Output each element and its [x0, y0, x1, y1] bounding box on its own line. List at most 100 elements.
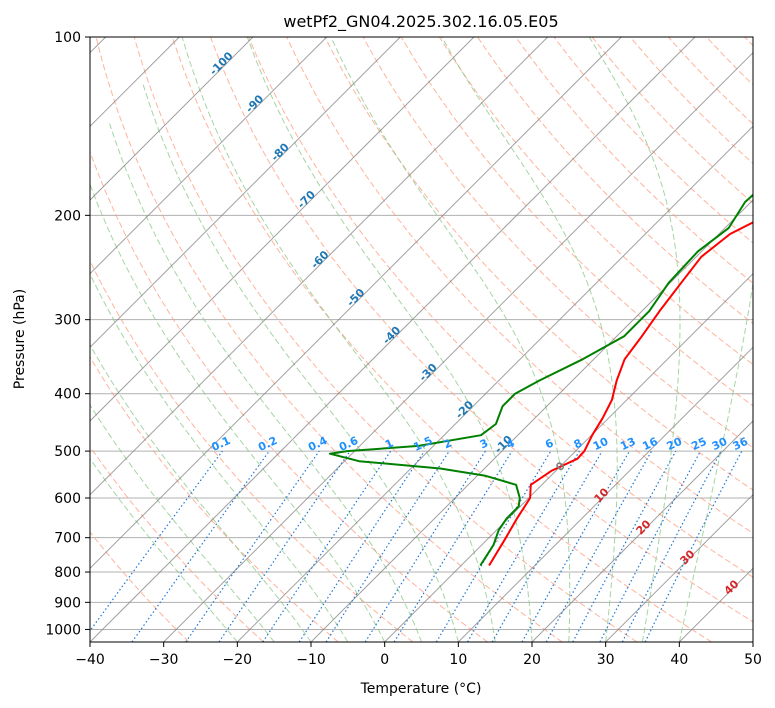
- mixing-ratio-line: [545, 450, 653, 642]
- moist-adiabat-line: [441, 37, 618, 642]
- dry-adiabat-line: [90, 445, 264, 642]
- mixing-ratio-line: [131, 450, 270, 642]
- temperature-profile-line: [488, 221, 753, 567]
- isotherm-label: -40: [380, 324, 403, 347]
- dry-adiabat-line: [629, 37, 753, 165]
- isotherm-line: [384, 272, 753, 642]
- mixing-ratio-line: [572, 450, 677, 642]
- dry-adiabat-line: [744, 37, 753, 47]
- dry-adiabat-line: [90, 259, 414, 642]
- mixing-ratio-label: 13: [618, 435, 637, 453]
- mixing-ratio-label: 10: [591, 435, 611, 453]
- x-tick-label: 0: [380, 652, 389, 668]
- mixing-ratio-line: [262, 450, 392, 642]
- mixing-ratio-line: [90, 450, 223, 632]
- dry-adiabat-line: [438, 37, 753, 365]
- y-tick-label: 1000: [45, 622, 81, 638]
- axes: −40 −30 −20 −10 0 10 20 30 40 50 1000 900 800 700 600 5…: [45, 30, 762, 668]
- moist-adiabat-line: [142, 83, 459, 642]
- moist-adiabat-line: [330, 37, 571, 642]
- isotherm-label: -50: [344, 286, 367, 309]
- y-tick-label: 200: [54, 208, 81, 224]
- mixing-ratio-line: [491, 450, 603, 642]
- dry-adiabat-line: [553, 37, 753, 244]
- isotherm-line: [90, 37, 622, 570]
- dry-adiabat-line: [477, 37, 753, 325]
- isotherm-line: [236, 125, 753, 642]
- isotherm-line: [90, 37, 328, 275]
- dry-adiabat-line: [248, 37, 753, 578]
- isotherm-line: [90, 37, 401, 349]
- dry-adiabat-line: [706, 37, 753, 86]
- x-tick-label: −20: [223, 652, 253, 668]
- mixing-ratio-label: 25: [689, 435, 708, 453]
- moist-adiabat-line: [109, 123, 422, 642]
- mixing-ratio-line: [298, 450, 425, 642]
- dry-adiabat-line: [591, 37, 753, 204]
- y-tick-label: 700: [54, 531, 81, 547]
- dry-adiabat-label: 30: [678, 547, 698, 567]
- y-axis-title: Pressure (hPa): [12, 289, 28, 389]
- mixing-ratio-label: 36: [731, 435, 751, 453]
- mixing-ratio-line: [325, 450, 450, 642]
- plot-frame: [89, 36, 754, 643]
- isotherm-line: [163, 51, 753, 642]
- y-tick-label: 300: [54, 313, 81, 329]
- moist-adiabat-line: [588, 37, 681, 642]
- mixing-ratio-label: 30: [710, 435, 730, 453]
- isotherm-label: -80: [269, 140, 292, 163]
- y-tick-label: 500: [54, 444, 81, 460]
- moist-adiabat-line: [246, 37, 533, 642]
- x-tick-label: 50: [744, 652, 762, 668]
- isotherm-line: [531, 420, 753, 642]
- isotherm-line: [90, 37, 475, 422]
- dry-adiabat-line: [90, 150, 488, 642]
- isotherm-line: [605, 493, 753, 642]
- isotherm-label: -90: [243, 92, 266, 115]
- x-tick-label: 20: [523, 652, 541, 668]
- x-tick-label: 30: [597, 652, 615, 668]
- mixing-ratio-label: 2: [442, 436, 454, 451]
- mixing-ratio-label: 20: [665, 435, 685, 453]
- dry-adiabat-line: [210, 37, 753, 623]
- isotherm-line: [457, 346, 753, 642]
- y-tick-label: 900: [54, 595, 81, 611]
- moist-adiabat-line: [90, 343, 312, 642]
- mixing-ratio-label: 3: [478, 436, 490, 451]
- isotherm-line: [90, 37, 549, 496]
- mixing-ratio-line: [435, 450, 552, 642]
- isotherm-label: -30: [417, 361, 440, 384]
- dry-adiabat-line: [400, 37, 753, 407]
- plot-area: [90, 37, 753, 642]
- y-tick-label: 400: [54, 387, 81, 403]
- y-tick-label: 100: [54, 30, 81, 46]
- isotherm-label: -60: [308, 248, 331, 271]
- mixing-ratio-line: [364, 450, 486, 642]
- moist-adiabat-line: [90, 404, 275, 642]
- mixing-ratio-line: [466, 450, 580, 642]
- chart-title: wetPf2_GN04.2025.302.16.05.E05: [283, 12, 558, 32]
- moist-adiabat-line: [678, 280, 753, 642]
- isotherm-line: [678, 567, 753, 642]
- dry-adiabat-line: [133, 37, 638, 642]
- dry-adiabat-label: 10: [592, 485, 612, 505]
- moist-adiabat-line: [90, 457, 238, 642]
- moist-adiabat-line: [90, 272, 349, 642]
- dry-adiabat-line: [90, 356, 339, 642]
- moist-adiabat-line: [90, 182, 386, 642]
- x-tick-label: 40: [670, 652, 688, 668]
- dry-adiabat-line: [515, 37, 753, 284]
- x-tick-label: −30: [149, 652, 179, 668]
- isotherm-line: [90, 37, 696, 642]
- dry-adiabat-line: [95, 37, 563, 642]
- mixing-ratio-label: 16: [640, 435, 660, 453]
- isotherm-label: -70: [295, 188, 318, 211]
- mixing-ratio-label: 6: [543, 436, 556, 451]
- isotherm-line: [310, 199, 753, 642]
- mixing-ratio-line: [218, 450, 351, 642]
- isotherm-label: -20: [453, 398, 476, 421]
- mixing-ratio-line: [521, 450, 631, 642]
- x-tick-label: −40: [75, 652, 105, 668]
- x-tick-label: 10: [449, 652, 467, 668]
